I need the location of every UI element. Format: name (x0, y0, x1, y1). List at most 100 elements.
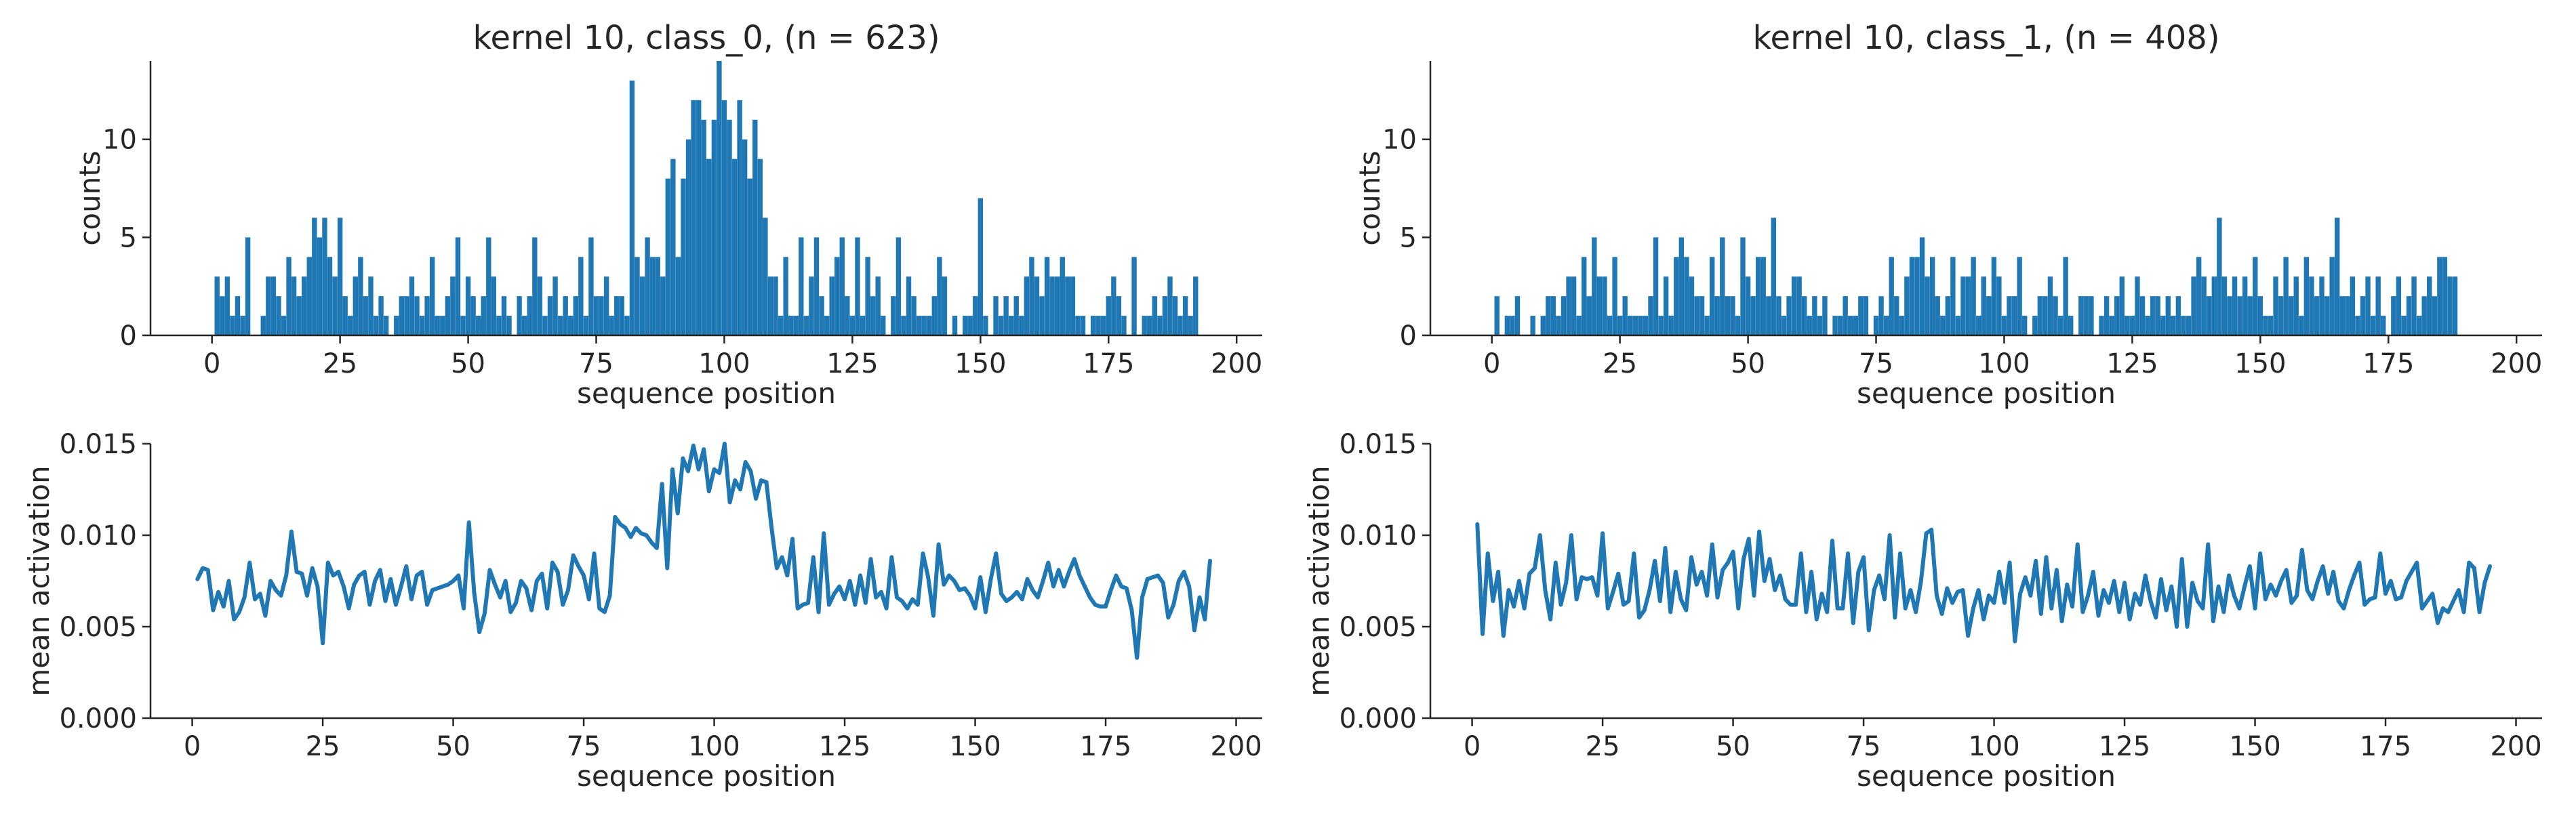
histogram-bar (1940, 316, 1946, 335)
histogram-bar (696, 100, 702, 335)
histogram-bar (865, 257, 870, 335)
histogram-bar (2032, 316, 2038, 335)
y-tick-label: 0 (120, 320, 137, 352)
histogram-bar (1131, 257, 1137, 335)
x-tick-label: 75 (1859, 348, 1893, 379)
histogram-bar (2278, 296, 2284, 335)
histogram-bar (2314, 296, 2320, 335)
histogram-bar (2175, 296, 2181, 335)
histogram-bar (1024, 276, 1030, 335)
histogram-bar (2119, 276, 2125, 335)
mean-activation-class-0-panel: 0 25 50 75 100 125 150 175 200 0.000 0.005 0.010 0.0… (22, 429, 1262, 793)
histogram-bar (2273, 276, 2278, 335)
histogram-bar (1121, 316, 1127, 335)
histogram-bar (1848, 316, 1853, 335)
histogram-bar (306, 257, 312, 335)
histogram-bar (2196, 257, 2202, 335)
histogram-bar (2104, 296, 2110, 335)
histogram-bar (1971, 257, 1976, 335)
histogram-bar (809, 276, 814, 335)
histogram-bar (2396, 276, 2402, 335)
histogram-bar (1796, 276, 1802, 335)
histogram-bar (1873, 316, 1879, 335)
histogram-bar (1889, 257, 1894, 335)
histogram-bar (1504, 316, 1510, 335)
histogram-bar (1745, 276, 1751, 335)
histogram-bar (368, 276, 374, 335)
histogram-bar (312, 217, 317, 335)
histogram-bar (803, 316, 809, 335)
histogram-bar (424, 296, 430, 335)
histogram-bar (429, 257, 435, 335)
histogram-bar (220, 296, 225, 335)
histogram-bar (2237, 296, 2242, 335)
histogram-bar (1576, 316, 1582, 335)
histogram-bar (721, 100, 727, 335)
histogram-bar (1070, 276, 1076, 335)
histogram-bar (1049, 276, 1055, 335)
histogram-bar (783, 257, 788, 335)
histogram-bar (1899, 316, 1905, 335)
histogram-bar (927, 316, 932, 335)
histogram-bar (1060, 257, 1065, 335)
histogram-bar (660, 276, 666, 335)
x-tick-label: 125 (2099, 731, 2150, 762)
x-axis-label: sequence position (577, 759, 836, 793)
histogram-bar (691, 100, 696, 335)
histogram-bar (2391, 296, 2396, 335)
histogram-bar (378, 296, 384, 335)
histogram-bar (2109, 316, 2114, 335)
x-tick-label: 200 (2491, 348, 2542, 379)
histogram-bar (532, 237, 538, 335)
x-tick-label: 175 (2360, 731, 2411, 762)
histogram-bar (1101, 316, 1106, 335)
histogram-bar (1095, 316, 1101, 335)
histogram-bar (1571, 276, 1577, 335)
histogram-bar (2411, 276, 2417, 335)
histogram-bar (1714, 296, 1720, 335)
histogram-bar (875, 276, 881, 335)
histogram-bar (1709, 257, 1715, 335)
histogram-bar (1725, 296, 1731, 335)
histogram-bar (496, 316, 502, 335)
histogram-bar (547, 296, 553, 335)
histogram-bar (799, 237, 804, 335)
histogram-bar (2181, 316, 2186, 335)
histogram-bar (1178, 316, 1183, 335)
histogram-bar (527, 296, 532, 335)
histogram-bar (752, 119, 758, 336)
histogram-bar (916, 316, 922, 335)
histogram-bar (1909, 257, 1915, 335)
histogram-bar (1955, 316, 1961, 335)
histogram-bar (711, 119, 717, 336)
histogram-bar (2129, 316, 2135, 335)
histogram-bar (445, 296, 451, 335)
histogram-bar (2191, 276, 2196, 335)
x-tick-label: 25 (1586, 731, 1620, 762)
histogram-bar (599, 296, 604, 335)
histogram-bar (2370, 316, 2376, 335)
histogram-bar (993, 296, 999, 335)
histogram-bar (1622, 296, 1628, 335)
mean-activation-line (195, 442, 1212, 660)
histogram-bar (2365, 276, 2371, 335)
histogram-bar (717, 61, 722, 335)
x-tick-label: 100 (698, 348, 750, 379)
histogram-bar (342, 296, 348, 335)
histogram-bar (358, 257, 363, 335)
x-tick-label: 150 (2229, 731, 2280, 762)
histogram-bar (839, 237, 845, 335)
histogram-bar (2150, 296, 2156, 335)
histogram-bar (2355, 316, 2360, 335)
histogram-bar (593, 296, 599, 335)
histogram-bar (475, 316, 481, 335)
histogram-bar (276, 296, 281, 335)
y-axis-label: mean activation (22, 465, 56, 696)
histogram-bar (1991, 257, 1997, 335)
histogram-bar (2160, 316, 2166, 335)
histogram-bar (1510, 316, 1515, 335)
histogram-bar (655, 257, 660, 335)
mean-activation-class-1-panel: 0 25 50 75 100 125 150 175 200 0.000 0.005 0.010 0.0… (1302, 429, 2542, 793)
histogram-bar (1858, 296, 1864, 335)
histogram-bar (845, 296, 850, 335)
